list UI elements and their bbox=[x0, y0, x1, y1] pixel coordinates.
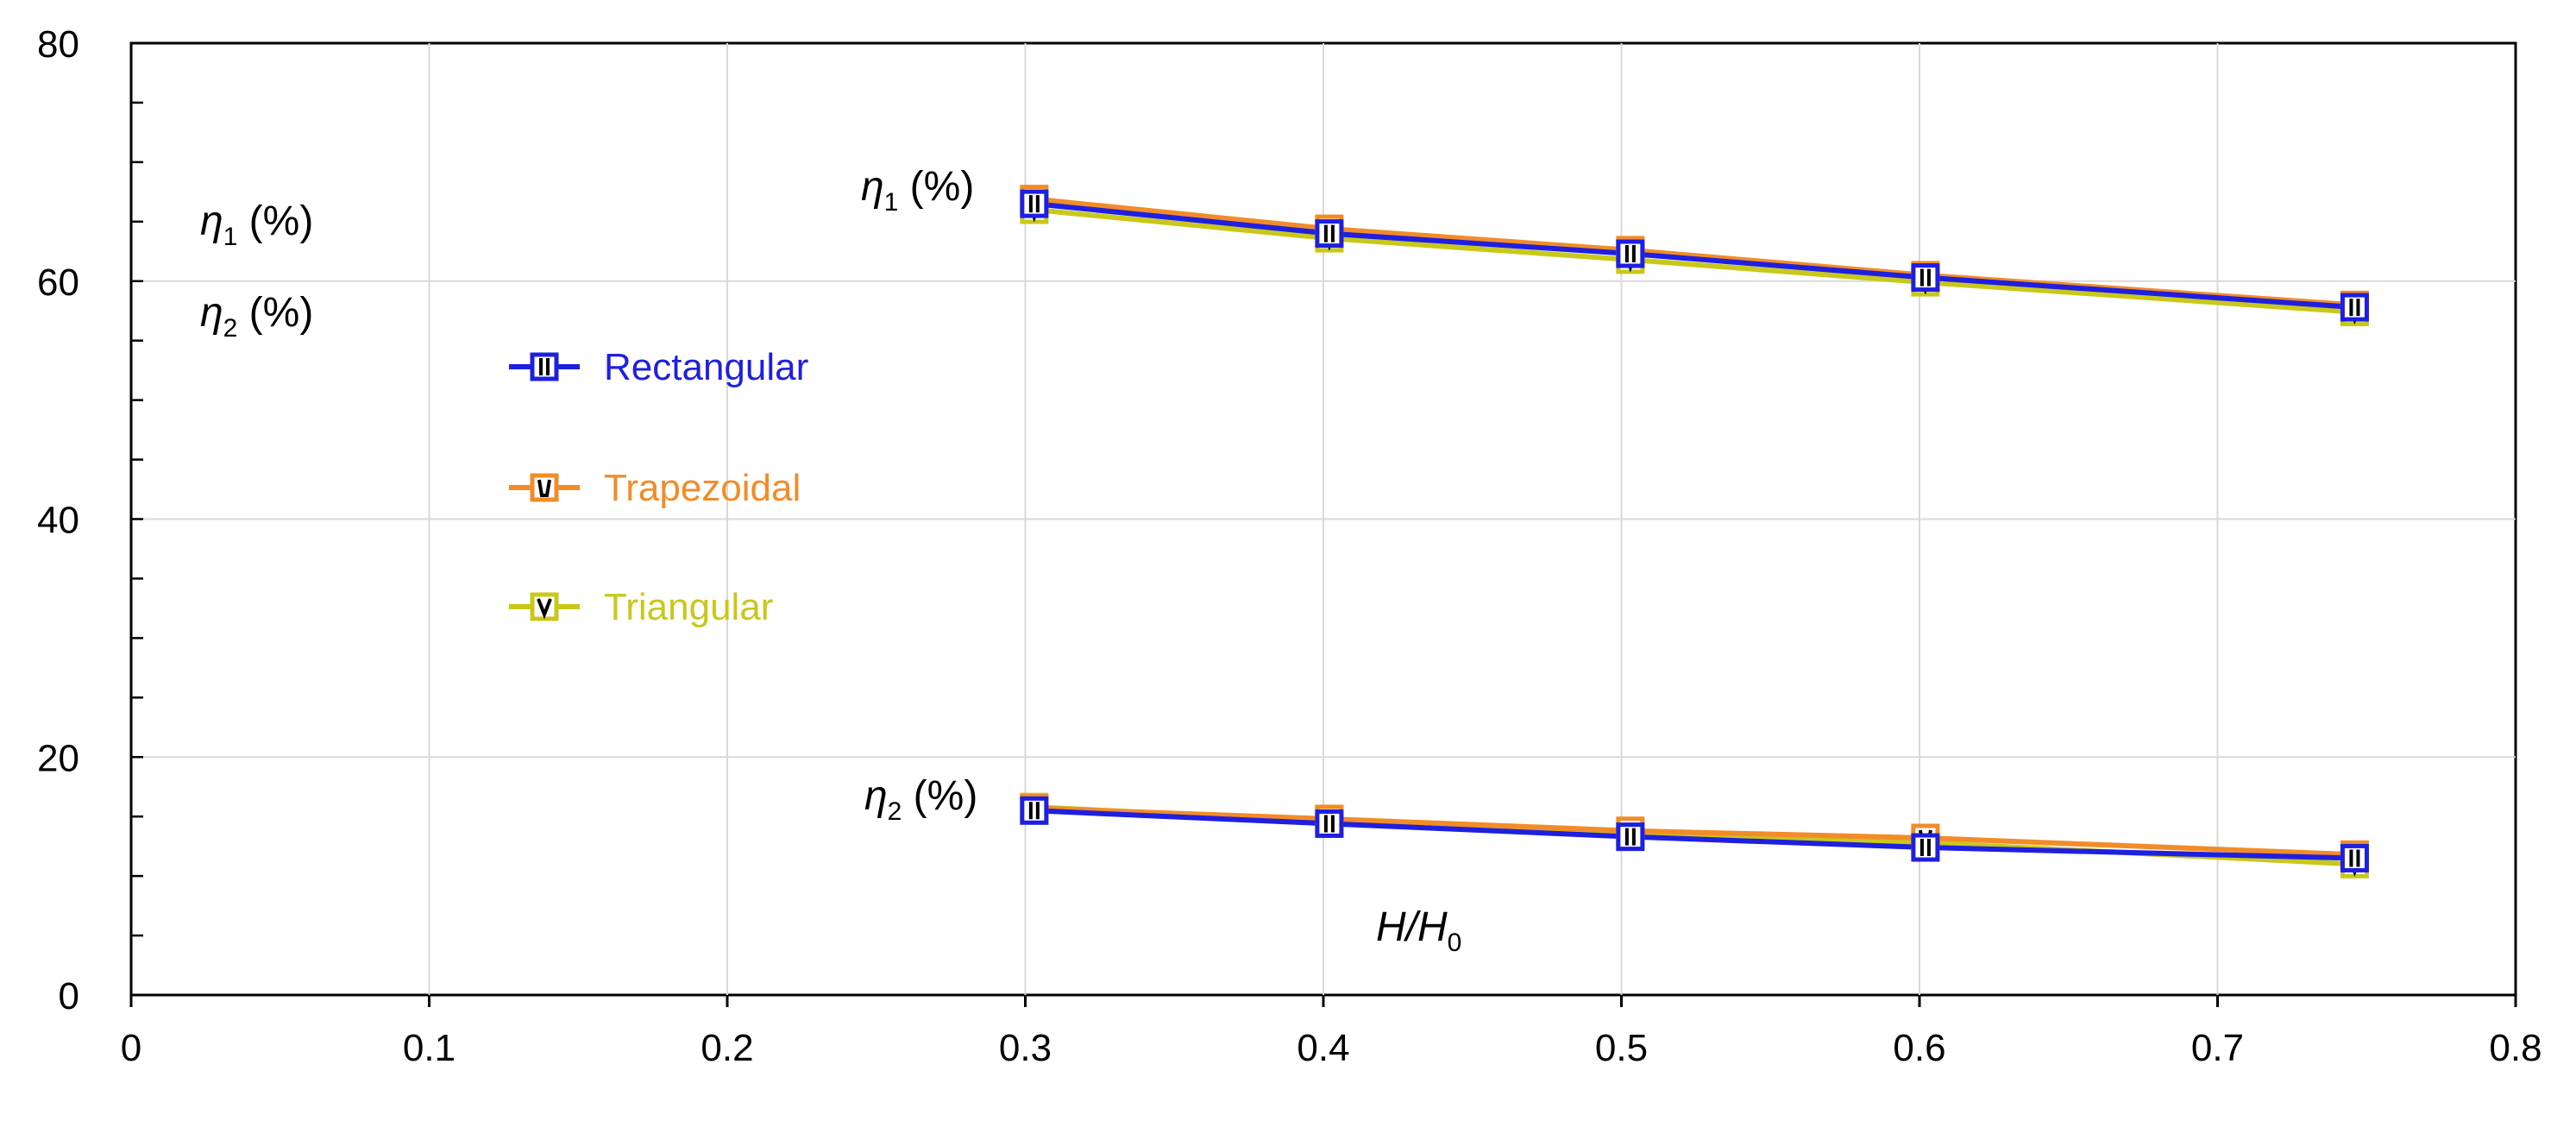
axes: 0 0.1 0.2 0.3 0.4 0.5 0.6 0.7 0.8 0 20 40 60 80 bbox=[37, 23, 2542, 1069]
y-tick-label: 20 bbox=[37, 737, 79, 779]
legend-marker bbox=[530, 352, 559, 381]
data-point-rectangular-eta1 bbox=[1315, 219, 1344, 249]
data-point-rectangular-eta1 bbox=[1020, 189, 1049, 218]
legend-marker bbox=[530, 473, 559, 502]
y-tick-label: 40 bbox=[37, 500, 79, 542]
data-point-rectangular-eta2 bbox=[1616, 822, 1645, 852]
series-layer bbox=[1020, 185, 2369, 879]
x-tick-label: 0.8 bbox=[2489, 1027, 2541, 1069]
x-tick-label: 0.1 bbox=[403, 1027, 456, 1069]
x-tick-label: 0.4 bbox=[1297, 1027, 1349, 1069]
eta1-curve-label: η1 (%) bbox=[861, 164, 974, 217]
eta1-left-label: η1 (%) bbox=[200, 198, 313, 251]
y-tick-label: 80 bbox=[37, 23, 79, 66]
legend-label: Rectangular bbox=[604, 346, 808, 388]
x-tick-label: 0.3 bbox=[999, 1027, 1052, 1069]
legend: Rectangular Trapezoidal Triangular bbox=[509, 346, 808, 628]
x-tick-label: 0.5 bbox=[1595, 1027, 1648, 1069]
data-point-rectangular-eta1 bbox=[2340, 293, 2369, 322]
x-tick-label: 0.2 bbox=[701, 1027, 753, 1069]
x-tick-label: 0 bbox=[121, 1027, 141, 1069]
data-point-rectangular-eta2 bbox=[2340, 843, 2369, 872]
legend-item-rectangular: Rectangular bbox=[509, 346, 808, 388]
x-tick-label: 0.7 bbox=[2191, 1027, 2244, 1069]
data-point-rectangular-eta1 bbox=[1911, 263, 1940, 293]
x-tick-label: 0.6 bbox=[1893, 1027, 1945, 1069]
legend-label: Trapezoidal bbox=[604, 467, 801, 509]
y-tick-label: 0 bbox=[59, 975, 79, 1017]
y-tick-label: 60 bbox=[37, 261, 79, 304]
legend-label: Triangular bbox=[604, 586, 773, 628]
data-point-rectangular-eta1 bbox=[1616, 239, 1645, 268]
legend-marker bbox=[530, 592, 559, 621]
legend-item-trapezoidal: Trapezoidal bbox=[509, 467, 801, 509]
eta2-left-label: η2 (%) bbox=[200, 290, 313, 343]
data-point-rectangular-eta2 bbox=[1315, 809, 1344, 838]
data-point-rectangular-eta2 bbox=[1020, 796, 1049, 825]
legend-item-triangular: Triangular bbox=[509, 586, 773, 628]
data-point-rectangular-eta2 bbox=[1911, 833, 1940, 862]
eta2-curve-label: η2 (%) bbox=[864, 773, 977, 826]
